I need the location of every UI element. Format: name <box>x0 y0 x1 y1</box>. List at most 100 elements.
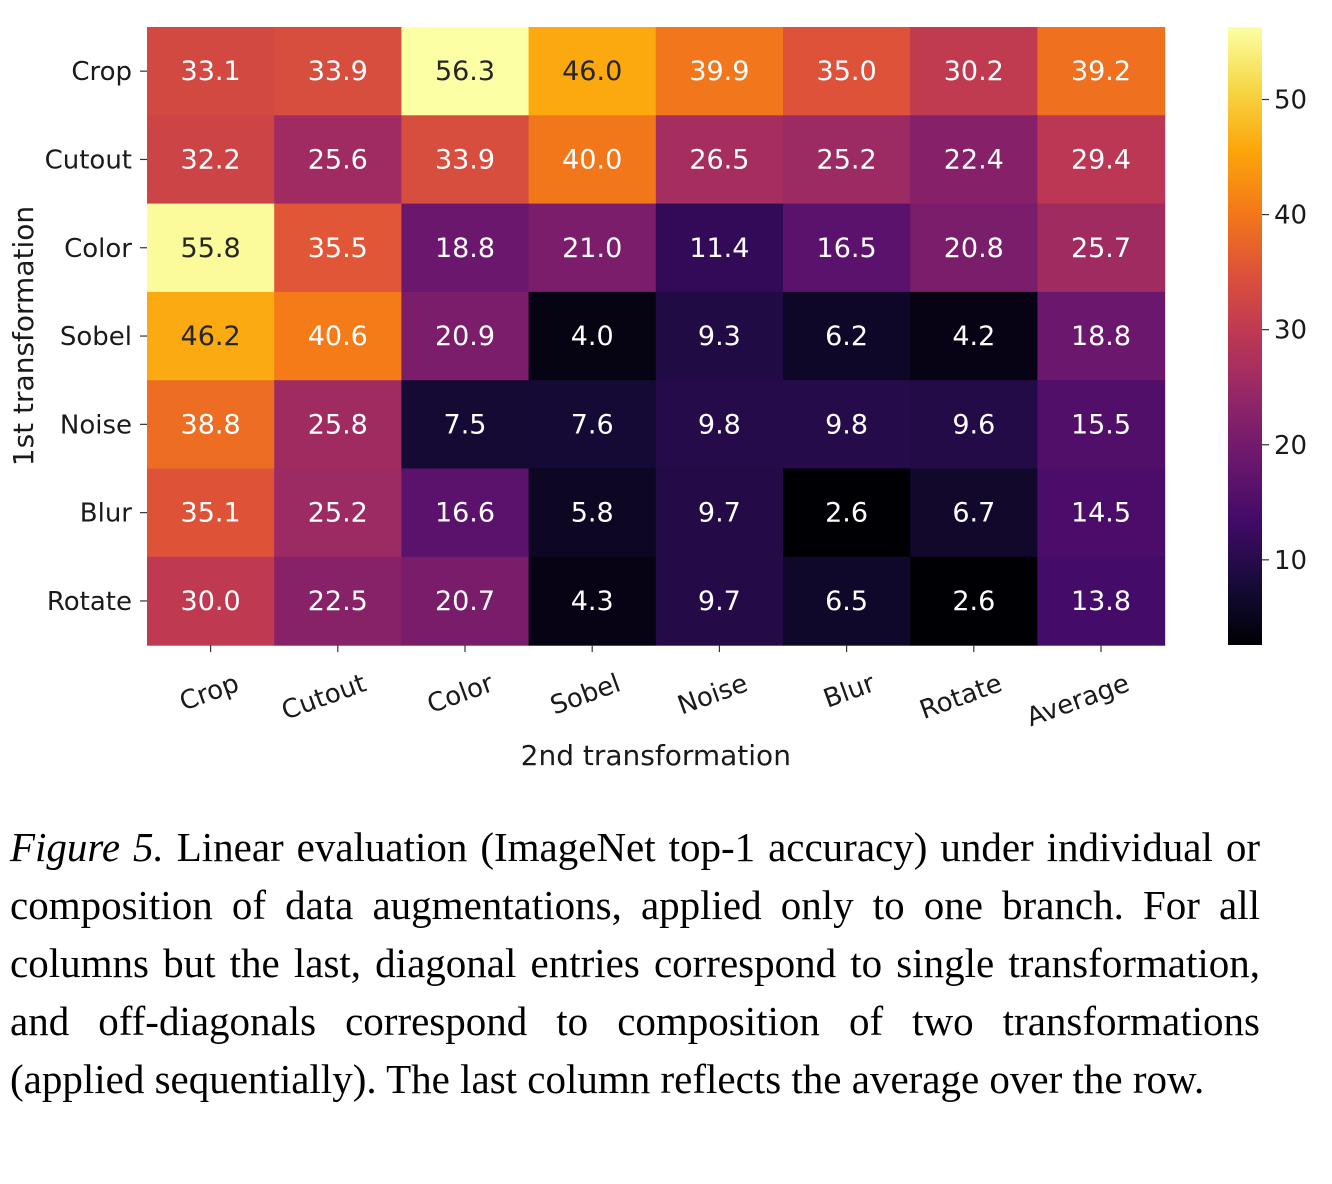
heatmap-cell <box>528 291 657 381</box>
heatmap-cell <box>1037 291 1166 381</box>
cell-value-label: 46.0 <box>562 56 622 87</box>
x-tick-label: Noise <box>674 668 752 721</box>
cell-value-label: 29.4 <box>1071 144 1131 175</box>
cell-value-label: 2.6 <box>952 586 995 617</box>
cell-value-label: 30.2 <box>944 56 1004 87</box>
cell-value-label: 6.2 <box>825 321 868 352</box>
heatmap-cell <box>1037 556 1166 646</box>
cell-value-label: 4.3 <box>571 586 614 617</box>
x-tick-label: Crop <box>176 668 243 717</box>
x-tick-label: Color <box>423 668 497 720</box>
cell-value-label: 13.8 <box>1071 586 1131 617</box>
cell-value-label: 6.7 <box>952 498 995 529</box>
x-axis-label: 2nd transformation <box>521 739 791 772</box>
cell-value-label: 15.5 <box>1071 409 1131 440</box>
heatmap-cell <box>147 291 275 381</box>
y-tick-label: Noise <box>60 410 132 440</box>
heatmap-cell <box>401 203 530 293</box>
heatmap-cell <box>1037 115 1166 205</box>
x-tick-label: Rotate <box>916 668 1006 725</box>
x-tick-label: Cutout <box>278 668 370 726</box>
heatmap-cell <box>783 115 911 205</box>
heatmap-cell <box>274 203 402 293</box>
cell-value-label: 16.5 <box>817 233 877 264</box>
heatmap-cell <box>274 556 402 646</box>
x-tick-labels: Crop Cutout Color Sobel Noise Blur Rotate Avera… <box>176 645 1133 733</box>
heatmap-cell <box>147 27 275 116</box>
caption-text: Linear evaluation (ImageNet top-1 accura… <box>10 824 1260 1102</box>
y-tick-label: Color <box>64 234 132 264</box>
cell-value-label: 25.2 <box>817 144 877 175</box>
heatmap-cell <box>1037 203 1166 293</box>
cell-value-label: 56.3 <box>435 56 495 87</box>
cell-value-label: 33.1 <box>181 56 241 87</box>
y-tick-label: Blur <box>80 499 133 529</box>
cell-value-label: 16.6 <box>435 498 495 529</box>
heatmap-cell <box>1037 27 1166 116</box>
heatmap-cell <box>655 380 784 470</box>
heatmap-cell <box>783 291 911 381</box>
cell-value-label: 9.7 <box>698 586 741 617</box>
cell-value-label: 46.2 <box>181 321 241 352</box>
heatmap-cell <box>274 291 402 381</box>
heatmap-cell <box>147 115 275 205</box>
heatmap-cell <box>655 203 784 293</box>
cell-value-label: 20.7 <box>435 586 495 617</box>
cell-value-label: 4.0 <box>571 321 614 352</box>
cell-value-label: 9.6 <box>952 409 995 440</box>
cell-value-label: 7.5 <box>444 409 487 440</box>
heatmap-cell <box>910 27 1038 116</box>
heatmap-cell <box>910 115 1038 205</box>
y-tick-label: Sobel <box>60 322 132 352</box>
heatmap-chart: 33.1 33.9 56.3 46.0 39.9 35.0 30.2 39.2 32.2 25.6… <box>7 27 1307 772</box>
heatmap-cell <box>910 380 1038 470</box>
heatmap-cell <box>147 203 275 293</box>
cell-value-label: 21.0 <box>562 233 622 264</box>
colorbar-tick-label: 20 <box>1274 431 1307 461</box>
cell-value-label: 7.6 <box>571 409 614 440</box>
colorbar-tick-label: 40 <box>1274 201 1307 231</box>
heatmap-cell <box>910 203 1038 293</box>
y-tick-labels: Crop Cutout Color Sobel Noise Blur Rotate <box>45 57 147 617</box>
heatmap-cell <box>274 27 402 116</box>
heatmap-cell <box>401 291 530 381</box>
cell-value-label: 5.8 <box>571 498 614 529</box>
heatmap-cell <box>910 291 1038 381</box>
heatmap-cell <box>528 27 657 116</box>
cell-value-label: 9.8 <box>825 409 868 440</box>
cell-value-label: 14.5 <box>1071 498 1131 529</box>
heatmap-cell <box>655 291 784 381</box>
heatmap-cell <box>910 468 1038 558</box>
heatmap-cell <box>783 203 911 293</box>
y-tick-label: Crop <box>71 57 132 87</box>
heatmap-cell <box>274 468 402 558</box>
y-tick-label: Rotate <box>47 587 132 617</box>
cell-value-label: 20.8 <box>944 233 1004 264</box>
colorbar-tick-label: 10 <box>1274 546 1307 576</box>
cell-value-label: 26.5 <box>689 144 749 175</box>
heatmap-cells <box>147 27 1166 646</box>
heatmap-cell <box>655 556 784 646</box>
cell-value-label: 32.2 <box>181 144 241 175</box>
heatmap-cell <box>655 468 784 558</box>
cell-value-label: 33.9 <box>435 144 495 175</box>
cell-value-label: 6.5 <box>825 586 868 617</box>
cell-value-label: 18.8 <box>435 233 495 264</box>
heatmap-cell <box>910 556 1038 646</box>
heatmap-cell <box>274 380 402 470</box>
cell-value-label: 20.9 <box>435 321 495 352</box>
heatmap-cell <box>655 115 784 205</box>
cell-value-label: 25.7 <box>1071 233 1131 264</box>
heatmap-cell <box>528 115 657 205</box>
heatmap-cell <box>274 115 402 205</box>
heatmap-cell <box>528 556 657 646</box>
heatmap-cell <box>401 27 530 116</box>
y-tick-label: Cutout <box>45 145 132 175</box>
cell-value-label: 25.6 <box>308 144 368 175</box>
cell-value-label: 25.2 <box>308 498 368 529</box>
heatmap-cell <box>528 468 657 558</box>
cell-value-label: 30.0 <box>181 586 241 617</box>
figure-caption: Figure 5. Linear evaluation (ImageNet to… <box>10 818 1260 1108</box>
heatmap-cell <box>783 556 911 646</box>
cell-value-label: 2.6 <box>825 498 868 529</box>
